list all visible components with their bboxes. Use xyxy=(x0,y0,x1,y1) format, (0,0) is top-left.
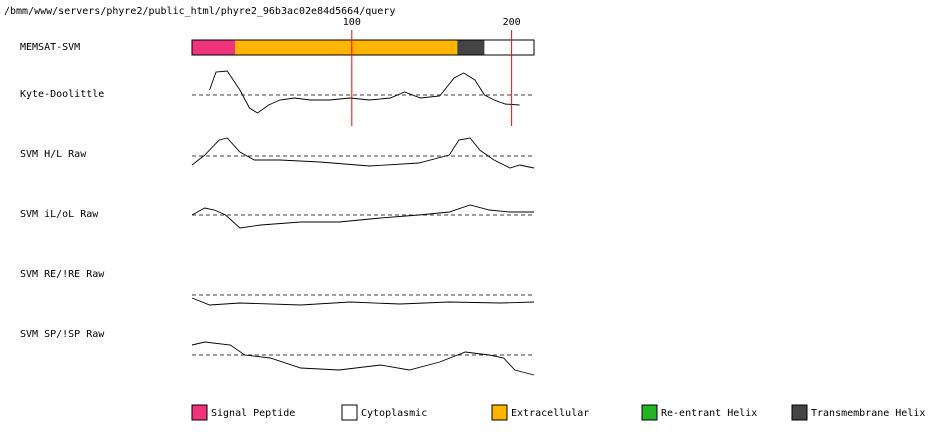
topology-segment xyxy=(192,40,236,55)
track-line xyxy=(191,341,535,376)
track-label: SVM iL/oL Raw xyxy=(20,209,99,220)
legend-label: Signal Peptide xyxy=(211,408,295,419)
track-label: MEMSAT-SVM xyxy=(20,42,80,53)
x-tick-label: 100 xyxy=(343,17,361,28)
track-label: SVM RE/!RE Raw xyxy=(20,269,105,280)
track-label: SVM H/L Raw xyxy=(20,149,87,160)
track-line xyxy=(191,297,535,306)
legend-label: Extracellular xyxy=(511,408,589,419)
track-label: SVM SP/!SP Raw xyxy=(20,329,105,340)
track-line xyxy=(191,204,534,229)
legend-label: Cytoplasmic xyxy=(361,408,427,419)
legend-label: Re-entrant Helix xyxy=(661,408,757,419)
topology-segment xyxy=(484,40,534,55)
legend-label: Transmembrane Helix xyxy=(811,408,925,419)
topology-segment xyxy=(457,40,485,55)
legend-swatch xyxy=(491,404,508,421)
legend-swatch xyxy=(341,404,358,421)
topology-segment xyxy=(235,40,458,55)
track-line xyxy=(209,70,520,114)
legend-swatch xyxy=(791,404,808,421)
track-label: Kyte-Doolittle xyxy=(20,89,104,100)
topology-outline xyxy=(191,39,535,56)
chart-title: /bmm/www/servers/phyre2/public_html/phyr… xyxy=(4,6,395,17)
track-line xyxy=(191,137,535,169)
legend-swatch xyxy=(641,404,658,421)
x-tick-label: 200 xyxy=(503,17,521,28)
legend-swatch xyxy=(191,404,208,421)
